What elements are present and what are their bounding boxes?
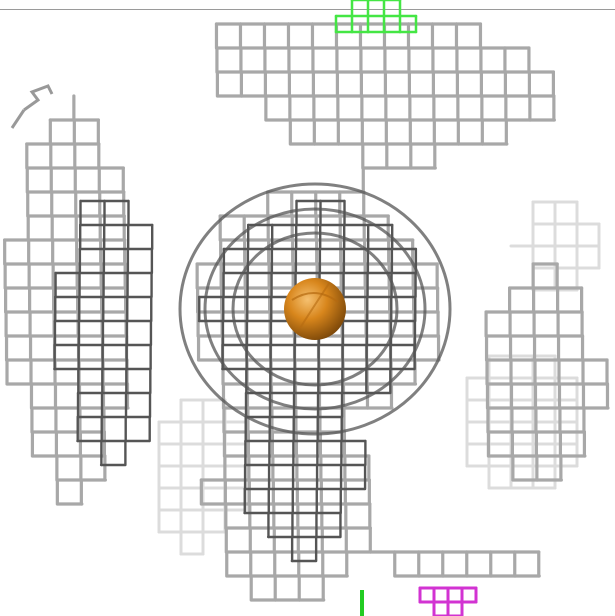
- density-mesh-front: [3, 22, 610, 602]
- magenta-density-mesh: [418, 586, 478, 616]
- squiggle-bond: [10, 109, 26, 129]
- mesh-ring: [203, 207, 427, 411]
- viewport-top-border: [0, 9, 615, 10]
- mesh-ring: [178, 182, 452, 436]
- mesh-ring: [231, 231, 399, 387]
- metal-ion-sphere[interactable]: [284, 278, 346, 340]
- squiggle-bond-2: [23, 84, 54, 112]
- green-density-mesh: [334, 0, 418, 34]
